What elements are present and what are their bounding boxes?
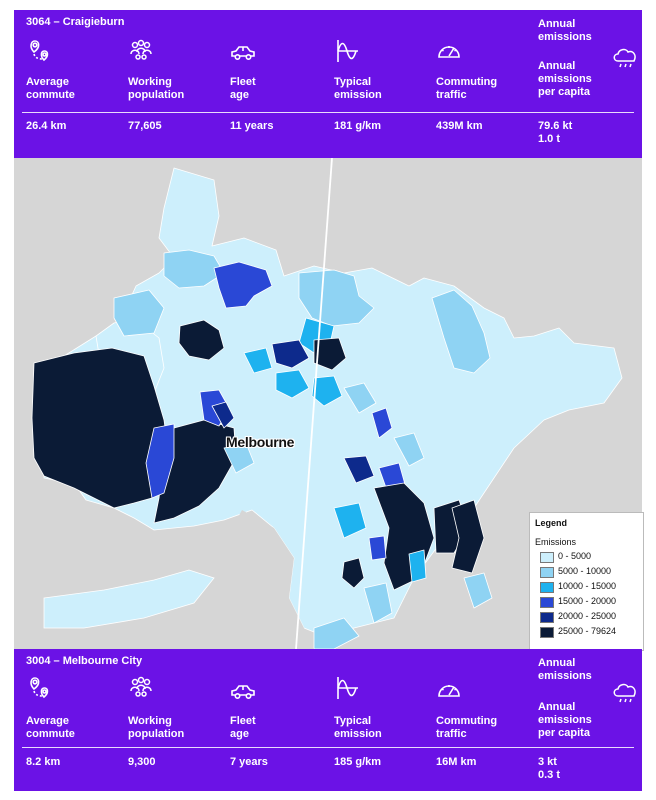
region-nw-mid — [113, 289, 165, 337]
car-icon — [231, 685, 255, 700]
legend-subtitle: Emissions — [535, 537, 577, 547]
region-south-mid-2 — [463, 572, 493, 609]
region-east-navy — [343, 455, 375, 484]
region-se-cyan-1 — [333, 502, 367, 539]
city-label-melbourne: Melbourne — [226, 434, 295, 450]
map-legend: Legend Emissions 0 - 5000 5000 - 10000 1… — [529, 512, 644, 651]
region-west-dark-2 — [178, 319, 225, 361]
region-north-navy — [271, 339, 310, 369]
top-info-panel: 3064 – Craigieburn — [14, 10, 642, 158]
legend-label: 10000 - 15000 — [558, 581, 617, 591]
car-icon — [231, 46, 255, 61]
region-se-mid — [363, 582, 393, 624]
commuting-traffic-label: Commuting traffic — [436, 715, 498, 740]
working-population-label: Working population — [128, 715, 185, 740]
commuting-traffic-label: Commuting traffic — [436, 76, 498, 101]
legend-label: 20000 - 25000 — [558, 611, 617, 621]
typical-emission-label: Typical emission — [334, 76, 382, 101]
legend-swatch — [540, 552, 554, 563]
people-group-icon — [130, 676, 152, 697]
average-commute-label: Average commute — [26, 76, 75, 101]
commuting-traffic-value: 16M km — [436, 756, 477, 768]
region-inner-cyan-1 — [243, 347, 273, 374]
legend-swatch — [540, 567, 554, 578]
region-inner-cyan-3 — [311, 375, 343, 407]
region-craigieburn — [213, 261, 273, 309]
average-commute-value: 26.4 km — [26, 120, 67, 132]
annual-emissions-value: 3 kt 0.3 t — [538, 756, 561, 781]
panel-divider — [22, 112, 634, 113]
postcode-title: 3064 – Craigieburn — [26, 16, 125, 28]
region-bellarine — [43, 569, 215, 629]
typical-emission-value: 181 g/km — [334, 120, 382, 132]
region-west-dark-1 — [31, 347, 170, 509]
working-population-value: 77,605 — [128, 120, 162, 132]
annual-emissions-label: Annual emissions — [538, 18, 592, 43]
region-se-cyan-2 — [408, 549, 427, 583]
fleet-age-label: Fleet age — [230, 76, 256, 101]
region-east-blue-1 — [371, 407, 393, 439]
legend-swatch — [540, 597, 554, 608]
legend-label: 5000 - 10000 — [558, 566, 612, 576]
annual-emissions-per-capita-label: Annual emissions per capita — [538, 60, 592, 98]
legend-swatch — [540, 612, 554, 623]
average-commute-value: 8.2 km — [26, 756, 61, 768]
fleet-age-value: 11 years — [230, 120, 274, 132]
legend-label: 15000 - 20000 — [558, 596, 617, 606]
bottom-info-panel: 3004 – Melbourne City — [14, 649, 642, 791]
location-pins-icon — [30, 40, 49, 62]
speedometer-icon — [438, 685, 460, 697]
location-pins-icon — [30, 677, 49, 699]
region-west-blue-1 — [145, 423, 175, 499]
legend-label: 0 - 5000 — [558, 551, 592, 561]
region-se-dark-3 — [451, 499, 485, 574]
region-north-dark — [313, 337, 347, 371]
people-group-icon — [130, 39, 152, 60]
emission-wave-icon — [337, 677, 358, 699]
cloud-icon — [613, 48, 636, 68]
legend-swatch — [540, 627, 554, 638]
average-commute-label: Average commute — [26, 715, 75, 740]
region-south-mid — [313, 617, 360, 649]
region-east-mid — [431, 289, 491, 374]
typical-emission-value: 185 g/km — [334, 756, 382, 768]
leader-line — [295, 158, 333, 649]
fleet-age-label: Fleet age — [230, 715, 256, 740]
region-inner-cyan-2 — [275, 369, 310, 399]
cloud-icon — [613, 683, 636, 703]
typical-emission-label: Typical emission — [334, 715, 382, 740]
emission-wave-icon — [337, 40, 358, 62]
speedometer-icon — [438, 46, 460, 58]
annual-emissions-value: 79.6 kt 1.0 t — [538, 120, 573, 145]
region-se-blue — [368, 535, 387, 561]
region-north-mid — [163, 249, 225, 289]
annual-emissions-label: Annual emissions — [538, 657, 592, 682]
annual-emissions-per-capita-label: Annual emissions per capita — [538, 701, 592, 739]
region-east-mid-2 — [393, 432, 425, 467]
legend-swatch — [540, 582, 554, 593]
panel-divider — [22, 747, 634, 748]
legend-label: 25000 - 79624 — [558, 626, 617, 636]
region-inner-mid-1 — [223, 442, 255, 474]
region-se-dark-4 — [341, 557, 365, 589]
region-inner-mid-2 — [343, 382, 377, 414]
postcode-title: 3004 – Melbourne City — [26, 655, 143, 667]
commuting-traffic-value: 439M km — [436, 120, 483, 132]
legend-title: Legend — [535, 518, 568, 528]
region-north-east-mid — [298, 269, 375, 327]
fleet-age-value: 7 years — [230, 756, 268, 768]
choropleth-svg — [14, 158, 623, 649]
region-west-navy — [211, 401, 235, 429]
emissions-map: Melbourne — [14, 158, 642, 649]
working-population-value: 9,300 — [128, 756, 156, 768]
working-population-label: Working population — [128, 76, 185, 101]
